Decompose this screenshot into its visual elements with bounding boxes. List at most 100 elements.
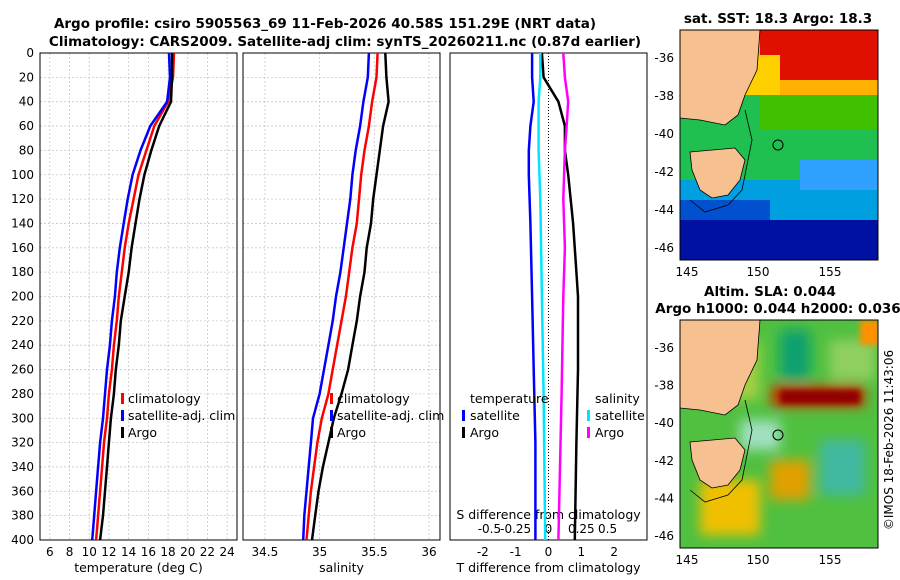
x-tick-label: 36	[421, 545, 436, 559]
series-line-argo	[98, 53, 174, 541]
x-axis-label: T difference from climatology	[455, 560, 641, 575]
y-tick-label: 20	[19, 70, 34, 84]
map-y-tick-label: -46	[654, 529, 674, 543]
s-diff-tick-label: 0.25	[568, 522, 595, 536]
map-x-tick-label: 155	[819, 265, 842, 279]
y-tick-label: 160	[11, 241, 34, 255]
y-tick-label: 200	[11, 290, 34, 304]
y-tick-label: 60	[19, 119, 34, 133]
y-tick-label: 100	[11, 168, 34, 182]
plot-frame	[449, 52, 648, 541]
map-y-tick-label: -40	[654, 127, 674, 141]
y-tick-label: 280	[11, 387, 34, 401]
x-tick-label: 35.5	[361, 545, 388, 559]
y-tick-label: 80	[19, 143, 34, 157]
legend-label: climatology	[337, 391, 410, 406]
map-y-tick-label: -42	[654, 454, 674, 468]
y-tick-label: 220	[11, 314, 34, 328]
y-tick-label: 140	[11, 216, 34, 230]
y-tick-label: 0	[26, 46, 34, 60]
sla-map-title2: Argo h1000: 0.044 h2000: 0.036	[655, 301, 900, 317]
y-tick-label: 400	[11, 533, 34, 547]
legend-swatch	[587, 410, 590, 421]
legend-label: temperature	[470, 391, 549, 406]
map-y-tick-label: -40	[654, 416, 674, 430]
x-tick-label: 34.5	[252, 545, 279, 559]
x-tick-label: -2	[477, 545, 489, 559]
x-tick-label: 20	[180, 545, 195, 559]
y-tick-label: 260	[11, 363, 34, 377]
series-line-satellite-adj-clim	[301, 52, 371, 541]
legend-label: Argo	[128, 425, 157, 440]
difference-panel: -2 -1 0 1 2 -0.5 -0.25 0 0.25 0.5S difference fro…	[449, 52, 648, 575]
map-y-tick-label: -46	[654, 241, 674, 255]
x-tick-label: 6	[46, 545, 54, 559]
series-line-climatology	[94, 52, 176, 541]
y-tick-label: 320	[11, 436, 34, 450]
legend-label: climatology	[128, 391, 201, 406]
legend-label: salinity	[595, 391, 640, 406]
map-y-tick-label: -36	[654, 51, 674, 65]
series-line-satellite-adj-clim	[90, 52, 172, 541]
legend-label: satellite	[595, 408, 645, 423]
y-tick-label: 180	[11, 265, 34, 279]
legend-swatch	[587, 427, 590, 438]
series-line-climatology	[305, 52, 379, 541]
legend-label: satellite	[470, 408, 520, 423]
legend-label: satellite-adj. clim	[128, 408, 235, 423]
map-x-tick-label: 145	[676, 265, 699, 279]
temperature-panel: 0 20 40 60 80 100 120 140 160 180 200 220 240 260 280 3…	[11, 46, 238, 575]
legend-label: Argo	[595, 425, 624, 440]
legend-label: Argo	[470, 425, 499, 440]
salinity-panel: 34.5 35 35.5 36 salinity climatology satellite…	[242, 52, 444, 575]
x-axis-label: salinity	[319, 560, 364, 575]
x-tick-label: 22	[200, 545, 215, 559]
map-x-tick-label: 155	[819, 553, 842, 567]
sst-map: sat. SST: 18.3 Argo: 18.3 145 150 155 -36 -3…	[654, 11, 879, 279]
legend-swatch	[121, 393, 124, 404]
map-y-tick-label: -44	[654, 491, 674, 505]
figure-title-line1: Argo profile: csiro 5905563_69 11-Feb-20…	[54, 16, 596, 32]
map-y-tick-label: -38	[654, 89, 674, 103]
series-line-temperature-satellite	[527, 53, 537, 540]
s-diff-tick-label: -0.5	[478, 522, 501, 536]
figure-title-line2: Climatology: CARS2009. Satellite-adj cli…	[49, 34, 641, 50]
x-tick-label: 16	[141, 545, 156, 559]
y-tick-label: 360	[11, 484, 34, 498]
s-diff-tick-label: 0.5	[598, 522, 617, 536]
y-tick-label: 340	[11, 460, 34, 474]
x-tick-label: 24	[220, 545, 235, 559]
y-tick-label: 120	[11, 192, 34, 206]
legend-swatch	[330, 393, 333, 404]
x-axis-label: temperature (deg C)	[74, 560, 203, 575]
x-tick-label: 35	[312, 545, 327, 559]
s-diff-axis-label: S difference from climatology	[456, 507, 641, 522]
s-diff-tick-label: -0.25	[500, 522, 531, 536]
x-tick-label: 10	[82, 545, 97, 559]
series-line-salinity-argo	[557, 52, 570, 541]
s-diff-tick-label: 0	[545, 522, 553, 536]
y-tick-label: 240	[11, 338, 34, 352]
y-tick-label: 380	[11, 509, 34, 523]
sla-map: Altim. SLA: 0.044 Argo h1000: 0.044 h200…	[654, 284, 900, 567]
legend-swatch	[462, 410, 465, 421]
map-y-tick-label: -42	[654, 165, 674, 179]
legend-swatch	[330, 427, 333, 438]
sla-map-title1: Altim. SLA: 0.044	[704, 284, 836, 300]
map-y-tick-label: -38	[654, 379, 674, 393]
series-line-temperature-argo	[540, 52, 580, 541]
imos-watermark: ©IMOS 18-Feb-2026 11:43:06	[882, 350, 896, 530]
x-tick-label: -1	[510, 545, 522, 559]
map-x-tick-label: 150	[747, 265, 770, 279]
x-tick-label: 0	[545, 545, 553, 559]
x-tick-label: 2	[610, 545, 618, 559]
x-tick-label: 1	[578, 545, 586, 559]
map-y-tick-label: -44	[654, 203, 674, 217]
sst-map-title: sat. SST: 18.3 Argo: 18.3	[684, 11, 872, 27]
series-line-argo	[310, 52, 390, 541]
x-tick-label: 8	[66, 545, 74, 559]
plot-frame	[242, 52, 441, 541]
map-x-tick-label: 145	[676, 553, 699, 567]
legend-label: satellite-adj. clim	[337, 408, 444, 423]
